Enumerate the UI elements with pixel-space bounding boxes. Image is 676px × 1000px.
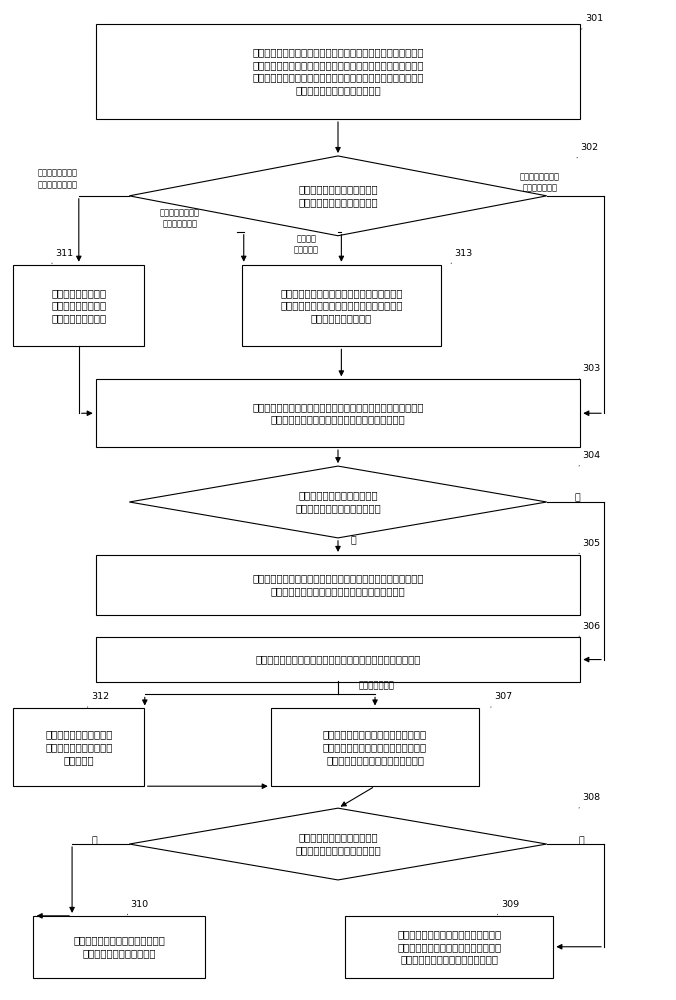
Text: 是: 是 <box>579 837 585 846</box>
Text: 302: 302 <box>577 143 598 158</box>
Text: 304: 304 <box>579 451 600 466</box>
FancyBboxPatch shape <box>95 24 581 119</box>
FancyBboxPatch shape <box>13 708 145 786</box>
Text: 中转台热备份的装置选择所述第一中转台与所述天线连接，并控
制所述第一中转台转发后续所述天线接收到的信号: 中转台热备份的装置选择所述第一中转台与所述天线连接，并控 制所述第一中转台转发后… <box>252 573 424 596</box>
Text: 中转台热备份的装置选择所述第二中转
台与所述天线连接，并获取所述第二中
转台发射信号而产生的第二发射功率: 中转台热备份的装置选择所述第二中转 台与所述天线连接，并获取所述第二中 转台发射… <box>323 730 427 765</box>
Text: 否: 否 <box>575 494 581 503</box>
Text: 否: 否 <box>91 837 97 846</box>
Text: 中转台热备份的装置判断第一
电信号和第二电信号是否有效: 中转台热备份的装置判断第一 电信号和第二电信号是否有效 <box>298 184 378 207</box>
FancyBboxPatch shape <box>242 265 441 346</box>
Text: 中转台热备份的装置判断第一
发射功率是否在正常功率范围内: 中转台热备份的装置判断第一 发射功率是否在正常功率范围内 <box>295 491 381 513</box>
Text: 第一、二
电信号无效: 第一、二 电信号无效 <box>294 235 319 255</box>
FancyBboxPatch shape <box>95 555 581 615</box>
Text: 313: 313 <box>451 249 473 264</box>
Polygon shape <box>129 156 547 236</box>
Text: 中转台热备份的装置控制所述第一、第二中转
台停止转发所述天线接收到的信号，发出出现
同信道信号干扰的警报: 中转台热备份的装置控制所述第一、第二中转 台停止转发所述天线接收到的信号，发出出… <box>280 288 403 323</box>
Text: 309: 309 <box>498 900 519 915</box>
FancyBboxPatch shape <box>345 916 554 978</box>
Text: 是: 是 <box>350 536 356 545</box>
Text: 第一电信号有效且
第二电信号无效: 第一电信号有效且 第二电信号无效 <box>160 209 200 229</box>
Polygon shape <box>129 808 547 880</box>
Text: 第一电信号有效且
第二电信号有效: 第一电信号有效且 第二电信号有效 <box>520 173 560 193</box>
Text: 中转台热备份的装置
发出所述第二中转台
出现接收故障的警报: 中转台热备份的装置 发出所述第二中转台 出现接收故障的警报 <box>51 288 106 323</box>
Text: 307: 307 <box>491 692 512 707</box>
Text: 中转台热备份的装置发出
所述第一中转台出现接收
故障的警报: 中转台热备份的装置发出 所述第一中转台出现接收 故障的警报 <box>45 730 112 765</box>
FancyBboxPatch shape <box>33 916 205 978</box>
Text: 中转台热备份的装置发出所述第二
中转台出现发射故障的警报: 中转台热备份的装置发出所述第二 中转台出现发射故障的警报 <box>73 935 165 958</box>
Text: 306: 306 <box>579 622 600 637</box>
FancyBboxPatch shape <box>13 265 145 346</box>
Text: 310: 310 <box>127 900 149 915</box>
Text: 308: 308 <box>579 793 600 808</box>
Text: 中转台热备份的装置判断第二
发射功率是否在正常功率范围内: 中转台热备份的装置判断第二 发射功率是否在正常功率范围内 <box>295 833 381 855</box>
Text: 305: 305 <box>579 539 600 554</box>
Text: 中转台热备份的装置发出所述第一中转台出现发射故障的警报: 中转台热备份的装置发出所述第一中转台出现发射故障的警报 <box>256 655 420 665</box>
FancyBboxPatch shape <box>95 379 581 447</box>
Text: 第一电信号无效，
且第二电信号有效: 第一电信号无效， 且第二电信号有效 <box>37 169 77 189</box>
Text: 中转台热备份的装置选择所述第一中转台与所述天线连接，获取
根据第一中转台从天线接收到的信号而产生的第一电信号，选择
所述第二中转台与所述天线连接，获取根据第二中: 中转台热备份的装置选择所述第一中转台与所述天线连接，获取 根据第一中转台从天线接… <box>252 47 424 95</box>
FancyBboxPatch shape <box>95 637 581 682</box>
Polygon shape <box>129 466 547 538</box>
Text: 第二电信号有效: 第二电信号有效 <box>358 681 394 690</box>
Text: 中转台热备份的装置选择所述第二中转
台与所述天线连接，并控制所述第二中
转台转发后续所述天线接收到的信号: 中转台热备份的装置选择所述第二中转 台与所述天线连接，并控制所述第二中 转台转发… <box>397 929 501 965</box>
FancyBboxPatch shape <box>270 708 479 786</box>
Text: 312: 312 <box>88 692 109 707</box>
Text: 311: 311 <box>52 249 74 264</box>
Text: 301: 301 <box>582 14 603 29</box>
Text: 303: 303 <box>579 364 601 379</box>
Text: 中转台热备份的装置选择所述第一中转台与所述天线连接，并获
取所述第一中转台发射信号而产生的第一发射功率: 中转台热备份的装置选择所述第一中转台与所述天线连接，并获 取所述第一中转台发射信… <box>252 402 424 425</box>
